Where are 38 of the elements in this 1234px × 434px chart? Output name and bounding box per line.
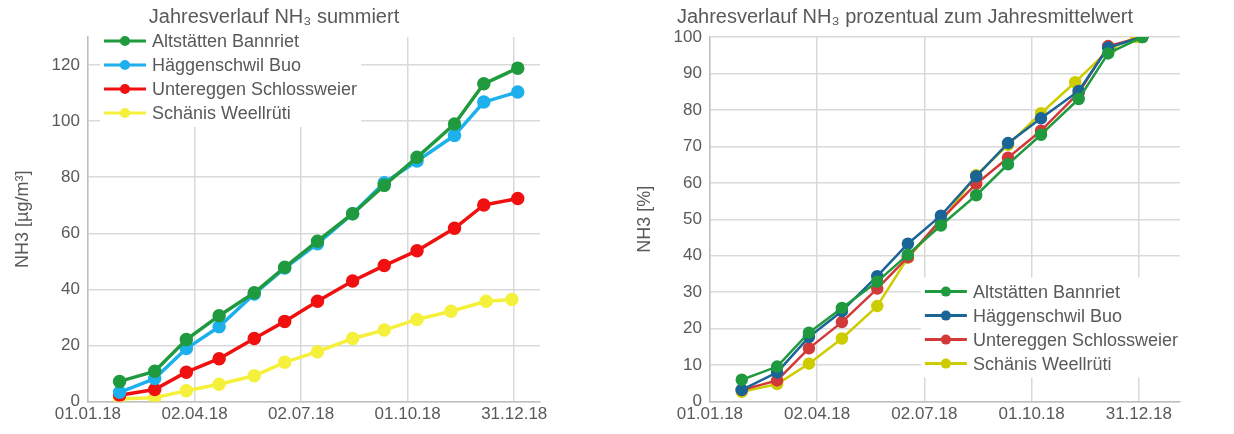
x-tick-label: 02.07.18 bbox=[268, 404, 335, 424]
y-axis-title: NH3 [µg/m³] bbox=[11, 170, 32, 268]
x-tick-label: 02.04.18 bbox=[784, 404, 851, 424]
y-tick-label: 90 bbox=[683, 63, 702, 83]
legend-label: Altstätten Bannriet bbox=[972, 281, 1120, 302]
y-tick-label: 50 bbox=[683, 208, 702, 228]
y-tick-label: 0 bbox=[692, 391, 702, 411]
y-tick-label: 80 bbox=[683, 99, 702, 119]
y-tick-label: 60 bbox=[61, 223, 80, 243]
y-tick-label: 60 bbox=[683, 172, 702, 192]
y-tick-label: 120 bbox=[51, 54, 80, 74]
legend-label: Schänis Weellrüti bbox=[972, 353, 1112, 374]
legend-label: Untereggen Schlossweier bbox=[972, 329, 1179, 350]
y-tick-label: 0 bbox=[70, 391, 80, 411]
y-tick-label: 80 bbox=[61, 166, 80, 186]
y-tick-label: 20 bbox=[683, 318, 702, 338]
x-tick-label: 31.12.18 bbox=[481, 404, 548, 424]
legend-label: Altstätten Bannriet bbox=[151, 30, 300, 51]
y-tick-label: 30 bbox=[683, 281, 702, 301]
y-tick-label: 70 bbox=[683, 136, 702, 156]
x-tick-label: 02.04.18 bbox=[161, 404, 228, 424]
legend-label: Untereggen Schlossweier bbox=[151, 78, 358, 99]
y-tick-label: 40 bbox=[61, 279, 80, 299]
legend-label: Häggenschwil Buo bbox=[972, 305, 1122, 326]
chart-title: Jahresverlauf NH₃ summiert bbox=[148, 5, 400, 28]
y-tick-label: 40 bbox=[683, 245, 702, 265]
y-tick-label: 20 bbox=[61, 335, 80, 355]
x-tick-label: 01.10.18 bbox=[374, 404, 441, 424]
x-tick-label: 01.10.18 bbox=[998, 404, 1065, 424]
y-tick-label: 100 bbox=[673, 26, 702, 46]
y-tick-label: 10 bbox=[683, 354, 702, 374]
x-tick-label: 31.12.18 bbox=[1105, 404, 1172, 424]
legend-label: Schänis Weellrüti bbox=[151, 102, 291, 123]
chart-title: Jahresverlauf NH₃ prozentual zum Jahresmittelwert bbox=[676, 5, 1134, 28]
y-tick-label: 100 bbox=[51, 110, 80, 130]
y-axis-title: NH3 [%] bbox=[633, 185, 654, 253]
legend-label: Häggenschwil Buo bbox=[151, 54, 302, 75]
x-tick-label: 02.07.18 bbox=[891, 404, 958, 424]
